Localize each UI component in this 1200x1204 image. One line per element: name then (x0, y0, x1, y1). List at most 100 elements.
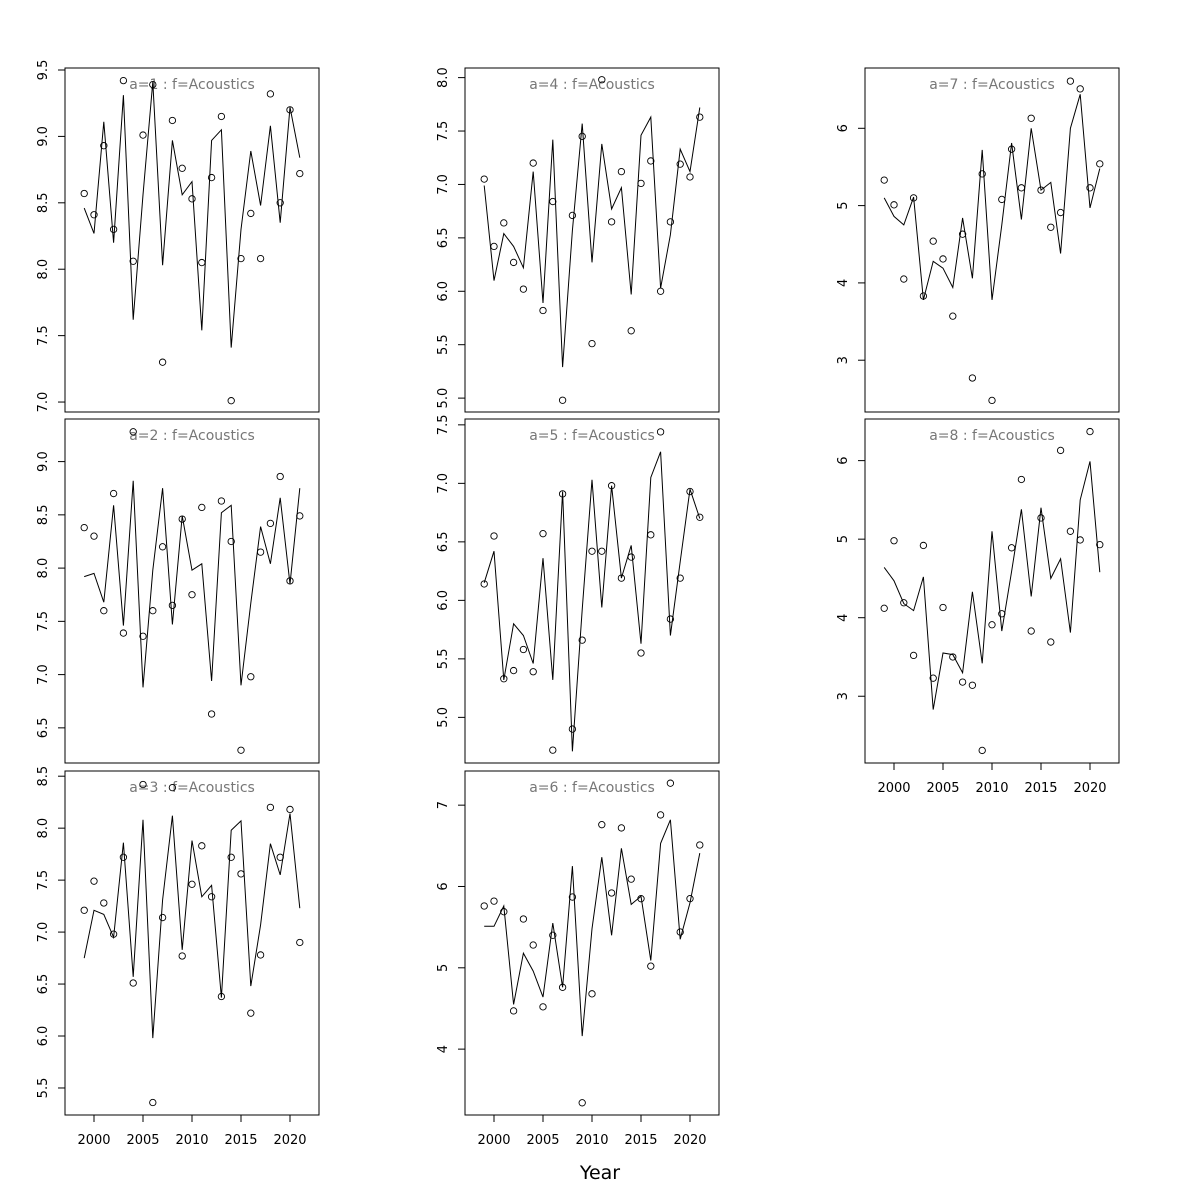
data-point (227, 397, 235, 405)
data-point (296, 938, 304, 947)
data-point (656, 287, 665, 295)
data-point (1007, 544, 1016, 552)
data-point (80, 189, 88, 198)
data-point (588, 990, 596, 998)
panel-frame (464, 418, 720, 764)
data-point (929, 237, 937, 245)
data-point (1017, 184, 1026, 192)
data-point (617, 824, 626, 832)
y-tick-label: 8.5 (36, 505, 51, 526)
data-point (1037, 514, 1045, 522)
data-point (647, 531, 655, 539)
data-point (266, 519, 275, 528)
data-point (217, 497, 226, 505)
data-point (266, 90, 275, 98)
y-tick-label: 7.5 (436, 121, 451, 142)
data-point (637, 895, 645, 903)
data-point (1066, 527, 1075, 535)
data-point (627, 553, 635, 561)
data-point (158, 358, 167, 366)
data-point (198, 842, 206, 850)
data-point (598, 821, 606, 829)
data-point (998, 195, 1006, 204)
data-point (549, 931, 557, 939)
data-point (939, 255, 947, 263)
data-point (509, 666, 518, 675)
data-point (880, 176, 888, 184)
y-tick-label: 5.0 (436, 388, 451, 409)
y-tick-label: 7.5 (36, 325, 51, 346)
data-point (109, 930, 118, 938)
data-point (890, 537, 898, 545)
data-point (666, 218, 675, 226)
data-point (227, 853, 235, 861)
data-point (490, 242, 498, 251)
data-point (139, 632, 147, 640)
data-point (578, 636, 586, 644)
data-point (588, 547, 596, 555)
data-point (139, 131, 147, 139)
y-tick-label: 8.0 (436, 67, 451, 88)
data-point (949, 312, 957, 320)
data-point (207, 710, 216, 718)
y-tick-label: 5.5 (36, 1078, 51, 1099)
data-point (549, 746, 557, 754)
data-point (598, 76, 606, 84)
data-point (129, 979, 137, 987)
data-point (696, 513, 704, 521)
y-tick-label: 3 (836, 356, 851, 364)
data-point (1056, 446, 1065, 455)
data-point (247, 1009, 255, 1017)
data-point (158, 543, 167, 551)
panel-frame (864, 418, 1120, 764)
data-point (558, 983, 567, 991)
data-point (129, 428, 137, 436)
data-point (247, 209, 255, 218)
data-point (188, 880, 196, 888)
data-point (617, 167, 626, 176)
data-point (998, 610, 1006, 618)
data-point (100, 899, 108, 907)
y-tick-label: 6.0 (436, 281, 451, 302)
data-point (286, 577, 294, 585)
y-tick-label: 7.0 (436, 174, 451, 195)
y-tick-label: 4 (836, 614, 851, 622)
data-point (656, 811, 665, 819)
data-point (509, 1007, 518, 1015)
y-tick-label: 8.5 (36, 192, 51, 213)
y-tick-label: 9.5 (36, 60, 51, 81)
data-point (539, 306, 547, 315)
y-tick-label: 5 (436, 964, 451, 972)
data-point (1056, 208, 1065, 217)
data-point (519, 285, 528, 293)
data-point (519, 915, 528, 923)
y-tick-label: 4 (836, 279, 851, 287)
fitted-line (84, 480, 301, 688)
data-point (539, 1003, 547, 1011)
data-point (247, 673, 255, 681)
fitted-line (483, 451, 701, 752)
panel-title: a=3 : f=Acoustics (129, 780, 255, 796)
x-tick-label: 2010 (975, 781, 1008, 796)
data-point (490, 532, 498, 540)
data-point (529, 159, 537, 167)
data-point (988, 396, 996, 405)
data-point (578, 1099, 586, 1107)
data-point (1027, 114, 1035, 122)
data-point (129, 257, 137, 265)
data-point (568, 211, 577, 220)
y-tick-label: 3 (836, 692, 851, 700)
data-point (939, 603, 947, 612)
panel-title: a=8 : f=Acoustics (929, 428, 1055, 444)
data-point (1096, 541, 1104, 549)
data-point (198, 258, 206, 267)
data-point (637, 649, 645, 657)
y-tick-label: 7.5 (436, 415, 451, 436)
data-point (217, 992, 226, 1001)
y-tick-label: 6 (836, 124, 851, 132)
data-point (490, 897, 498, 905)
y-tick-label: 7.0 (36, 392, 51, 413)
data-point (919, 541, 928, 550)
fitted-line (83, 813, 301, 1039)
